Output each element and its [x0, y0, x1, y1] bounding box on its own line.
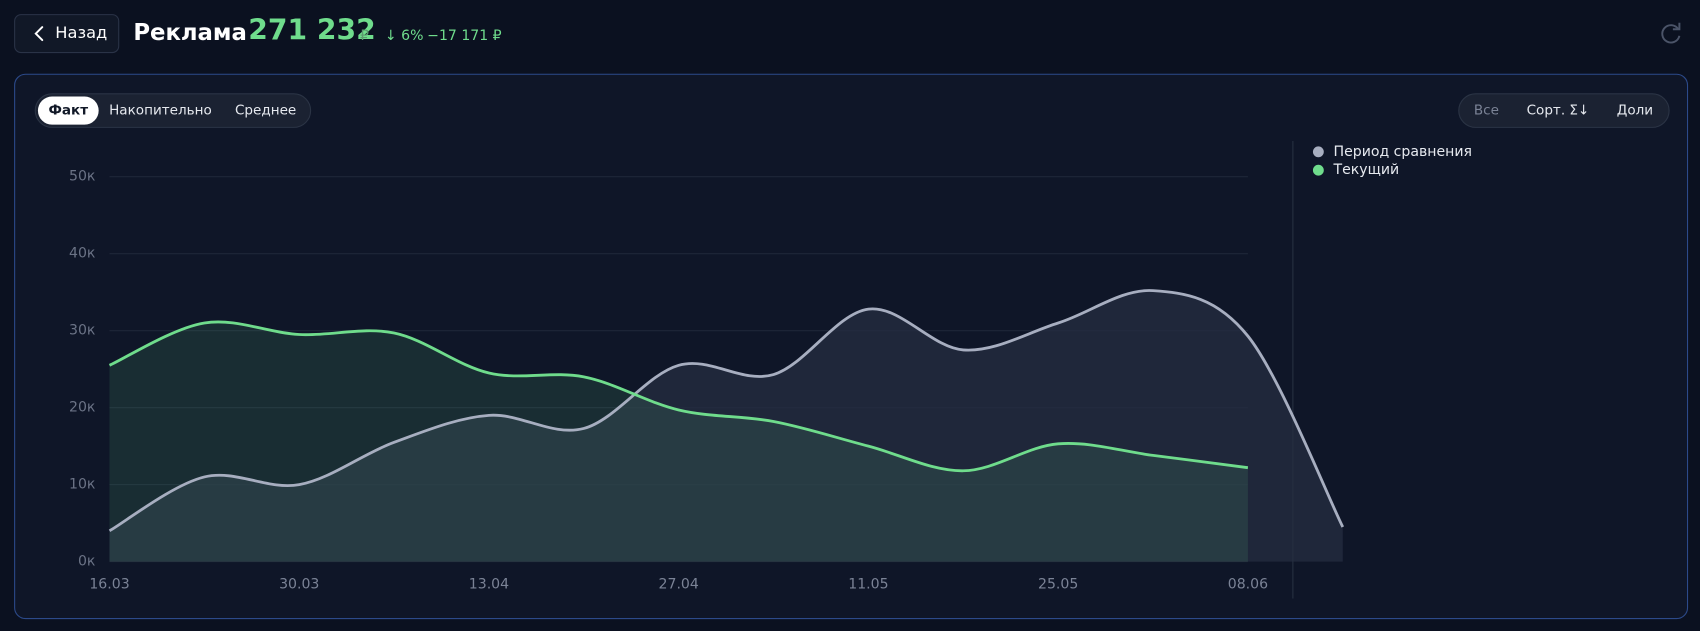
mode-button[interactable]: Среднее: [235, 103, 296, 119]
y-tick-label: 10к: [69, 477, 96, 493]
y-tick-label: 50к: [69, 169, 96, 185]
currency: ₽: [360, 28, 369, 44]
legend-label: Текущий: [1333, 162, 1400, 178]
action-group: [1458, 93, 1670, 128]
mode-active: [37, 96, 99, 125]
refresh-icon: [1661, 24, 1681, 44]
mode-switch: [34, 93, 312, 128]
mode-button[interactable]: Накопительно: [109, 103, 212, 119]
x-tick-label: 30.03: [279, 576, 319, 592]
series-area: [109, 290, 1343, 562]
page-title: Реклама: [133, 20, 247, 46]
action-button[interactable]: Сорт. Σ↓: [1527, 103, 1590, 119]
series-line: [108, 320, 1249, 473]
y-tick-label: 30к: [69, 323, 96, 339]
x-tick-label: 08.06: [1228, 576, 1268, 592]
y-tick-label: 40к: [69, 246, 96, 262]
action-button[interactable]: Все: [1474, 103, 1499, 119]
x-tick-label: 16.03: [89, 576, 129, 592]
refresh-arrow: [1672, 22, 1681, 31]
series-area: [109, 321, 1248, 562]
legend-label: Период сравнения: [1334, 144, 1472, 160]
back-icon: [34, 26, 44, 42]
x-tick-label: 27.04: [659, 576, 699, 592]
refresh-button[interactable]: [1661, 22, 1681, 44]
mode-button[interactable]: Факт: [37, 96, 99, 125]
mode-label: Среднее: [235, 103, 296, 119]
x-tick-label: 13.04: [469, 576, 509, 592]
legend-swatch: [1312, 164, 1324, 176]
series-line: [108, 289, 1345, 533]
mode-label: Факт: [48, 103, 88, 119]
back-label: Назад: [55, 23, 107, 42]
legend-swatch: [1312, 146, 1324, 158]
y-tick-label: 0к: [78, 554, 96, 570]
change-pct: ↓ 6%: [385, 28, 424, 44]
action-button[interactable]: Доли: [1617, 103, 1653, 119]
x-tick-label: 11.05: [848, 576, 888, 592]
y-tick-label: 20к: [69, 400, 96, 416]
mode-label: Накопительно: [109, 103, 212, 119]
total: 271 232: [248, 13, 375, 46]
change-abs: −17 171 ₽: [427, 28, 502, 44]
x-tick-label: 25.05: [1038, 576, 1078, 592]
back-button[interactable]: [14, 14, 120, 54]
